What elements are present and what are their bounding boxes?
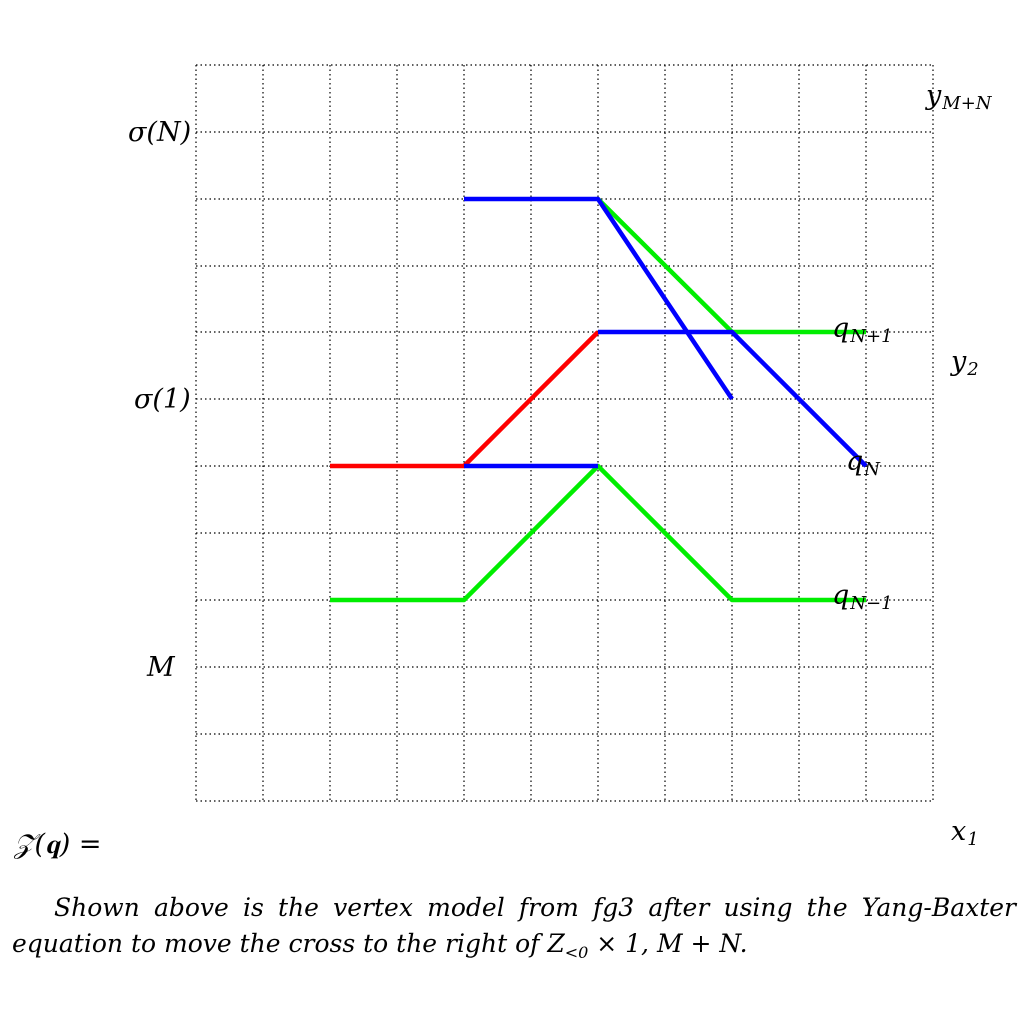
label-q-N-minus-1: qN−1 <box>832 580 893 614</box>
vertex-model-diagram: σ(N) σ(1) M yM+N y2 x1 qN+1 qN qN−1 𝒵(𝐪)… <box>13 64 993 860</box>
partition-function-label: 𝒵(𝐪) = <box>13 829 101 860</box>
label-sigma-1: σ(1) <box>134 384 191 415</box>
blue-path-upper <box>464 196 734 401</box>
label-q-N-plus-1: qN+1 <box>832 313 893 347</box>
label-y2: y2 <box>950 346 979 380</box>
dotted-grid <box>195 64 934 802</box>
caption-text-part2: × 1, M + N. <box>588 929 748 958</box>
figure-caption: Shown above is the vertex model from fg3… <box>12 890 1016 971</box>
blue-path-middle <box>598 329 868 468</box>
caption-text-part1: Shown above is the vertex model from fg3… <box>12 893 1016 958</box>
caption-subscript: <0 <box>564 943 589 962</box>
label-q-N: qN <box>846 446 881 480</box>
label-sigma-N: σ(N) <box>128 117 191 148</box>
label-M: M <box>146 652 176 683</box>
label-y-M-plus-N: yM+N <box>925 80 993 114</box>
label-x1: x1 <box>951 816 979 850</box>
